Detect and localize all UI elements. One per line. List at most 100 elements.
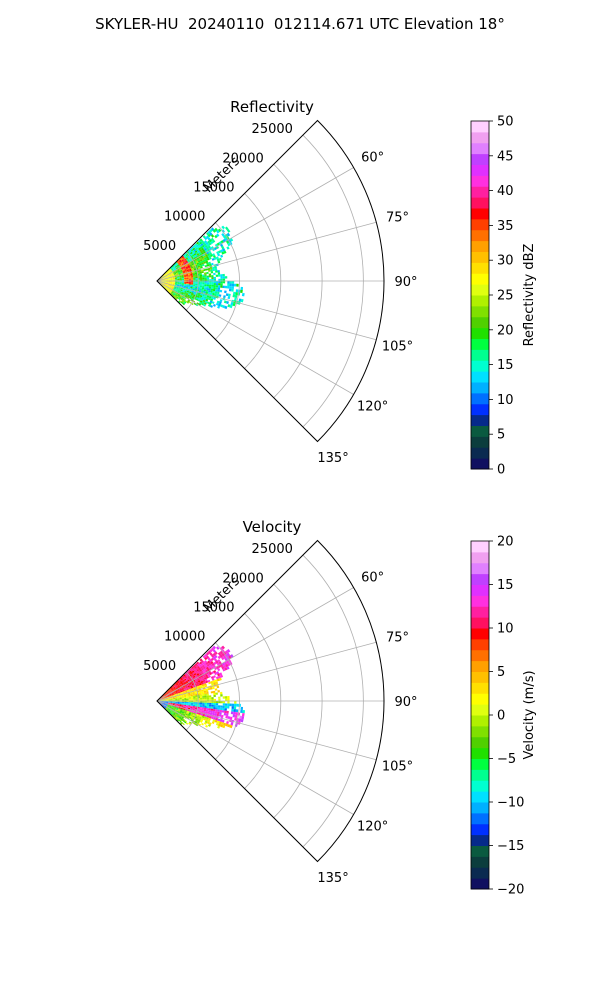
data-cell [173, 691, 176, 693]
data-cell [198, 244, 202, 248]
data-cell [179, 689, 183, 692]
data-cell [203, 677, 207, 680]
data-cell [203, 287, 207, 290]
data-cell [195, 298, 199, 301]
data-cell [195, 286, 198, 289]
data-cell [175, 288, 179, 290]
data-cell [199, 285, 203, 288]
data-cell [171, 273, 174, 275]
data-cell [192, 714, 196, 717]
data-cell [182, 289, 186, 292]
data-cell [210, 691, 214, 694]
data-cell [160, 697, 163, 699]
data-cell [177, 704, 180, 706]
data-cell [229, 304, 233, 309]
data-cell [190, 692, 193, 694]
data-cell [174, 696, 177, 698]
data-cell [165, 692, 168, 694]
data-cell [188, 277, 191, 279]
data-cell [187, 685, 191, 688]
data-cell [198, 267, 201, 270]
data-cell [199, 679, 203, 682]
data-cell [206, 663, 210, 667]
colorbar-swatch [471, 392, 489, 405]
data-cell [215, 676, 219, 680]
data-cell [170, 282, 173, 284]
r-tick-label: 20000 [222, 571, 263, 586]
data-cell [198, 247, 202, 251]
data-cell [199, 694, 203, 697]
data-cell [165, 704, 168, 706]
data-cell [189, 291, 192, 294]
theta-tick-label: 60° [361, 151, 384, 166]
data-cell [201, 252, 205, 255]
data-cell [172, 282, 176, 283]
data-cell [213, 272, 216, 276]
data-cell [172, 685, 175, 688]
data-cell [183, 293, 186, 296]
data-cell [183, 695, 187, 698]
colorbar-swatch [471, 802, 489, 814]
colorbar-swatch [471, 414, 489, 426]
data-cell [180, 709, 183, 712]
colorbar-swatch [471, 316, 489, 329]
data-cell [169, 706, 172, 708]
data-cell [200, 713, 203, 716]
data-cell [185, 673, 189, 677]
data-cell [227, 716, 231, 720]
data-cell [216, 720, 220, 724]
data-cell [210, 657, 214, 661]
data-cell [179, 680, 182, 683]
data-cell [195, 275, 198, 277]
data-cell [229, 716, 233, 720]
data-cell [218, 698, 221, 701]
data-cell [161, 282, 164, 284]
data-cell [210, 680, 214, 684]
data-cell [233, 711, 236, 715]
data-cell [220, 674, 224, 678]
data-cell [198, 723, 202, 726]
data-cell [205, 268, 209, 271]
data-cell [168, 708, 171, 710]
data-cell [210, 271, 214, 274]
data-cell [208, 286, 212, 289]
data-cell [221, 645, 225, 650]
data-cell [169, 287, 172, 289]
data-cell [227, 242, 231, 247]
data-cell [198, 710, 202, 712]
data-cell [183, 267, 186, 269]
data-cell [165, 704, 168, 706]
data-cell [168, 291, 171, 294]
data-cell [198, 251, 202, 255]
data-cell [174, 274, 177, 276]
data-cell [208, 710, 211, 713]
data-cell [183, 693, 186, 696]
colorbar-tick-label: 0 [497, 709, 505, 724]
data-cell [199, 691, 202, 694]
data-cell [165, 696, 168, 698]
data-cell [210, 661, 214, 665]
data-cell [218, 721, 222, 725]
data-cell [204, 678, 208, 682]
data-cell [163, 699, 166, 701]
data-cell [161, 698, 164, 700]
data-cell [192, 708, 195, 711]
data-cell [206, 282, 210, 285]
data-cell [192, 244, 196, 248]
colorbar-tick-label: 15 [497, 578, 514, 593]
data-cell [201, 269, 204, 272]
data-cell [166, 281, 169, 283]
data-cell [181, 259, 184, 262]
data-cell [163, 701, 166, 703]
data-cell [169, 269, 172, 272]
data-cell [232, 294, 236, 298]
data-cell [163, 701, 166, 703]
data-cell [239, 715, 242, 719]
data-cell [196, 722, 200, 725]
data-cell [184, 268, 187, 270]
data-cell [176, 684, 179, 687]
r-tick-label: 5000 [143, 239, 176, 254]
data-cell [172, 710, 175, 713]
data-cell [217, 725, 221, 729]
data-cell [199, 271, 202, 274]
